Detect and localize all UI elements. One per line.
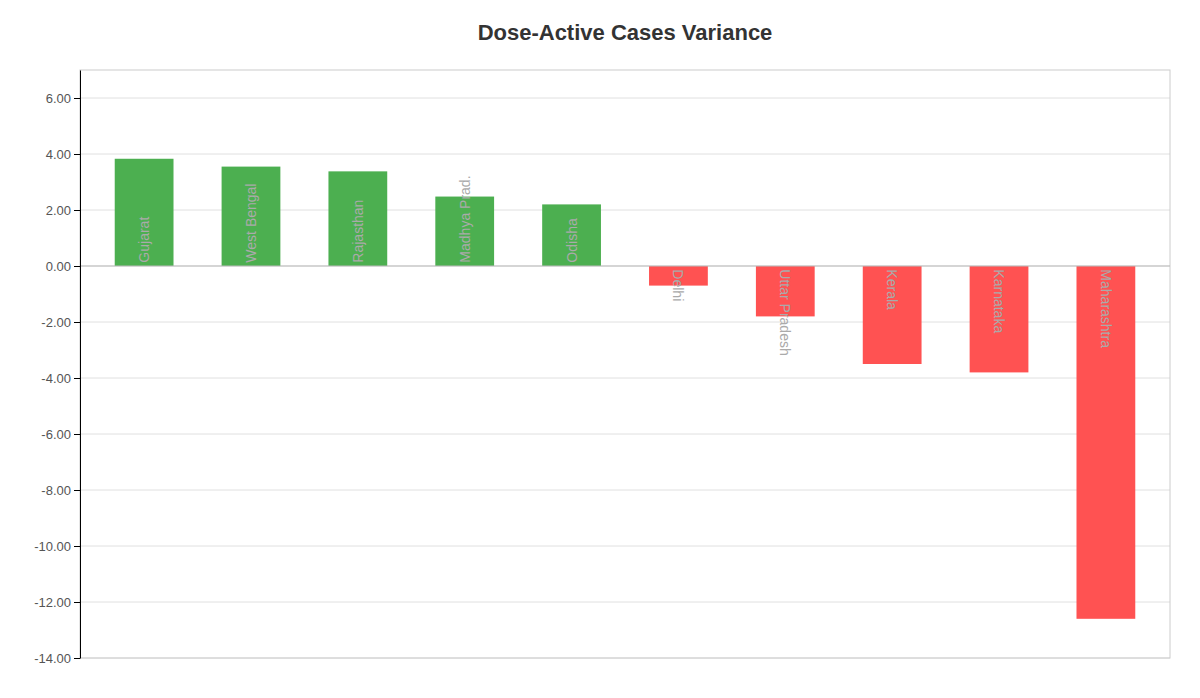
y-tick: -14.00 <box>34 651 80 666</box>
y-tick-mark <box>74 98 80 99</box>
category-label: Kerala <box>884 269 900 310</box>
y-axis-line <box>80 71 81 659</box>
y-tick: -10.00 <box>34 539 80 554</box>
category-label: Rajasthan <box>350 200 366 263</box>
grid-line <box>80 434 1170 435</box>
y-tick: -2.00 <box>41 315 80 330</box>
y-tick-mark <box>74 266 80 267</box>
category-label: Delhi <box>670 269 686 301</box>
category-label: Maharashtra <box>1098 269 1114 348</box>
y-tick-label: -6.00 <box>41 427 71 442</box>
category-label: Odisha <box>564 218 580 263</box>
category-label: Uttar Pradesh <box>777 269 793 355</box>
grid-line <box>80 546 1170 547</box>
grid-line <box>80 98 1170 99</box>
y-tick-label: -14.00 <box>34 651 71 666</box>
bar <box>970 266 1029 372</box>
y-tick-mark <box>74 210 80 211</box>
y-tick-label: -2.00 <box>41 315 71 330</box>
y-tick-label: 0.00 <box>46 259 71 274</box>
y-tick-label: -12.00 <box>34 595 71 610</box>
y-tick-mark <box>74 322 80 323</box>
y-tick-mark <box>74 546 80 547</box>
y-tick-mark <box>74 490 80 491</box>
y-tick-mark <box>74 658 80 659</box>
y-tick-label: 6.00 <box>46 91 71 106</box>
y-tick: 2.00 <box>46 203 80 218</box>
y-tick: -8.00 <box>41 483 80 498</box>
grid-line <box>80 266 1170 267</box>
bar <box>115 159 174 266</box>
plot-frame <box>80 70 1170 658</box>
grid-line <box>80 154 1170 155</box>
bars <box>115 159 1136 619</box>
chart: 6.00 4.00 2.00 0.00 -2.00 -4.00 -6.00 -8.00 -10.… <box>0 0 1200 698</box>
y-axis: 6.00 4.00 2.00 0.00 -2.00 -4.00 -6.00 -8.00 -10.… <box>34 71 80 666</box>
category-label: Karnataka <box>991 269 1007 333</box>
category-label: West Bengal <box>243 184 259 263</box>
y-tick: -6.00 <box>41 427 80 442</box>
y-tick: -4.00 <box>41 371 80 386</box>
y-tick-label: -10.00 <box>34 539 71 554</box>
y-tick: 4.00 <box>46 147 80 162</box>
bar <box>222 167 281 266</box>
bar <box>542 204 601 266</box>
y-tick-mark <box>74 602 80 603</box>
y-tick-label: 2.00 <box>46 203 71 218</box>
grid-line <box>80 602 1170 603</box>
bar <box>1076 266 1135 619</box>
title: Dose-Active Cases Variance <box>478 20 773 45</box>
category-label: Madhya Prad. <box>457 175 473 262</box>
y-tick-label: -8.00 <box>41 483 71 498</box>
grid-line <box>80 490 1170 491</box>
category-labels: Gujarat West Bengal Rajasthan Madhya Prad. O… <box>136 175 1114 355</box>
bar <box>863 266 922 364</box>
grid <box>80 98 1170 658</box>
y-tick-mark <box>74 434 80 435</box>
y-tick-mark <box>74 378 80 379</box>
y-tick-mark <box>74 154 80 155</box>
plot: 6.00 4.00 2.00 0.00 -2.00 -4.00 -6.00 -8.00 -10.… <box>34 70 1170 666</box>
grid-line <box>80 378 1170 379</box>
zero-line <box>80 266 1170 267</box>
y-tick-label: -4.00 <box>41 371 71 386</box>
y-tick: 6.00 <box>46 91 80 106</box>
category-label: Gujarat <box>136 217 152 263</box>
y-tick: -12.00 <box>34 595 80 610</box>
bar <box>328 171 387 266</box>
y-tick: 0.00 <box>46 259 80 274</box>
y-tick-label: 4.00 <box>46 147 71 162</box>
